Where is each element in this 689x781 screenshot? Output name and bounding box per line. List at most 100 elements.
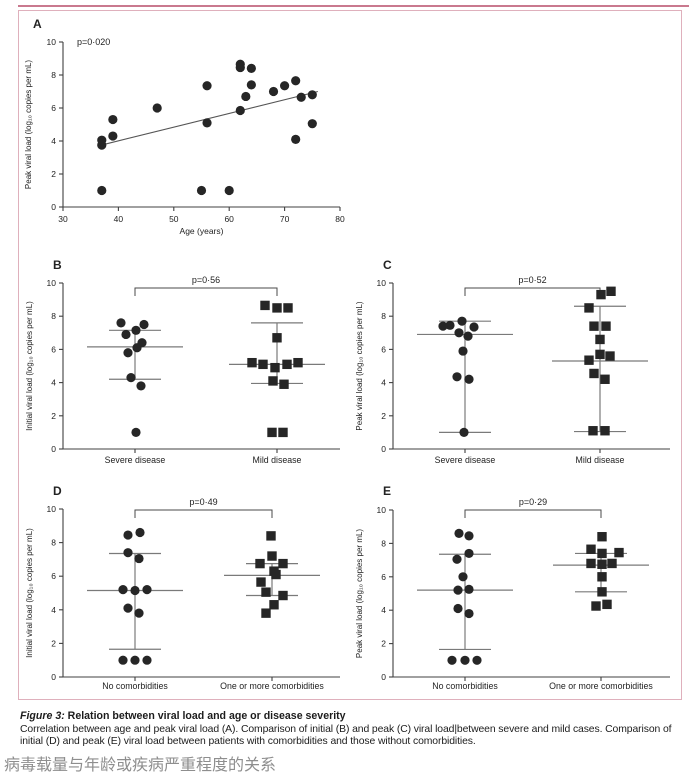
data-point-square bbox=[283, 303, 293, 313]
y-axis bbox=[389, 282, 394, 450]
data-point-circle bbox=[307, 90, 317, 100]
data-point-square bbox=[595, 334, 605, 345]
data-point-circle bbox=[307, 119, 317, 129]
data-point-circle bbox=[457, 316, 467, 326]
data-point-square bbox=[589, 368, 599, 379]
y-tick-label: 6 bbox=[381, 344, 386, 354]
data-point-circle bbox=[464, 584, 474, 594]
data-point-circle bbox=[291, 134, 301, 144]
y-tick-label: 2 bbox=[51, 169, 56, 179]
summary-stat-lines bbox=[552, 305, 648, 433]
y-tick-label: 0 bbox=[51, 202, 56, 212]
x-tick-label: 60 bbox=[224, 214, 234, 224]
group-label: Mild disease bbox=[253, 455, 302, 465]
data-point-square bbox=[279, 379, 289, 389]
data-point-circle bbox=[121, 329, 131, 340]
data-point-circle bbox=[291, 76, 301, 86]
data-point-square bbox=[597, 532, 607, 542]
data-point-circle bbox=[97, 135, 107, 145]
y-tick-label: 10 bbox=[377, 278, 387, 288]
group-points bbox=[438, 316, 479, 437]
y-tick-label: 8 bbox=[51, 311, 56, 321]
p-value: p=0·49 bbox=[189, 497, 217, 507]
group-points bbox=[584, 286, 616, 436]
p-value: p=0·29 bbox=[519, 497, 547, 507]
scatter-points bbox=[97, 59, 317, 196]
y-tick-label: 6 bbox=[51, 344, 56, 354]
data-point-circle bbox=[123, 603, 133, 613]
data-point-circle bbox=[131, 325, 141, 335]
data-point-square bbox=[586, 544, 596, 554]
data-point-square bbox=[267, 427, 277, 438]
data-point-circle bbox=[142, 655, 152, 665]
y-tick-label: 4 bbox=[51, 136, 56, 146]
data-point-square bbox=[584, 303, 594, 313]
data-point-circle bbox=[464, 531, 474, 541]
data-point-circle bbox=[452, 554, 462, 564]
x-tick-label: 30 bbox=[58, 214, 68, 224]
group-points bbox=[247, 300, 303, 438]
data-point-circle bbox=[453, 585, 463, 595]
data-point-circle bbox=[458, 572, 468, 582]
summary-stat-lines bbox=[87, 329, 183, 380]
comparison-bracket bbox=[464, 287, 601, 296]
y-axis bbox=[389, 509, 394, 678]
comparison-bracket bbox=[464, 509, 602, 518]
group-label: One or more comorbidities bbox=[220, 681, 324, 691]
y-tick-label: 10 bbox=[47, 504, 57, 514]
group-label: One or more comorbidities bbox=[549, 681, 653, 691]
y-tick-label: 6 bbox=[51, 103, 56, 113]
data-point-square bbox=[584, 355, 594, 365]
y-axis-title: Initial viral load (log₁₀ copies per mL) bbox=[25, 301, 34, 431]
y-tick-label: 2 bbox=[51, 638, 56, 648]
data-point-circle bbox=[118, 585, 128, 595]
data-point-square bbox=[597, 587, 607, 597]
y-tick-label: 8 bbox=[51, 538, 56, 548]
x-tick-label: 70 bbox=[280, 214, 290, 224]
data-point-circle bbox=[116, 318, 126, 328]
data-point-square bbox=[602, 599, 612, 610]
group-points bbox=[118, 527, 152, 665]
y-axis-title: Peak viral load (log₁₀ copies per mL) bbox=[355, 301, 364, 431]
data-point-square bbox=[597, 559, 607, 569]
data-point-circle bbox=[463, 331, 473, 341]
group-label: Mild disease bbox=[576, 455, 625, 465]
data-point-circle bbox=[123, 548, 133, 558]
group-points bbox=[116, 318, 149, 437]
data-point-square bbox=[589, 321, 599, 331]
y-tick-label: 8 bbox=[51, 70, 56, 80]
data-point-square bbox=[272, 303, 282, 313]
data-point-square bbox=[270, 362, 280, 373]
y-tick-label: 4 bbox=[51, 378, 56, 388]
data-point-circle bbox=[123, 348, 133, 358]
data-point-circle bbox=[454, 528, 464, 538]
data-point-circle bbox=[453, 603, 463, 614]
y-axis-title: Peak viral load (log₁₀ copies per mL) bbox=[24, 60, 33, 190]
data-point-square bbox=[293, 357, 303, 368]
data-point-circle bbox=[123, 530, 133, 540]
data-point-square bbox=[261, 608, 271, 618]
y-axis bbox=[59, 282, 64, 450]
data-point-circle bbox=[460, 655, 470, 665]
y-tick-label: 10 bbox=[47, 37, 57, 47]
data-point-square bbox=[601, 321, 611, 331]
data-point-square bbox=[258, 359, 268, 370]
figure-caption: Figure 3: Relation between viral load an… bbox=[20, 710, 675, 747]
data-point-circle bbox=[134, 553, 144, 564]
data-point-circle bbox=[130, 585, 140, 596]
data-point-circle bbox=[131, 427, 141, 437]
x-axis-title: Age (years) bbox=[180, 226, 224, 236]
data-point-circle bbox=[235, 59, 245, 69]
data-point-square bbox=[271, 569, 281, 580]
group-label: No comorbidities bbox=[102, 681, 168, 691]
caption-title: Relation between viral load and age or d… bbox=[64, 710, 346, 722]
y-tick-label: 10 bbox=[47, 278, 57, 288]
x-axis bbox=[63, 676, 340, 681]
panel-letter: D bbox=[53, 484, 62, 498]
data-point-circle bbox=[118, 655, 128, 665]
data-point-circle bbox=[108, 131, 118, 141]
x-axis bbox=[393, 448, 670, 453]
p-value: p=0·020 bbox=[77, 37, 110, 47]
group-points bbox=[586, 532, 624, 611]
